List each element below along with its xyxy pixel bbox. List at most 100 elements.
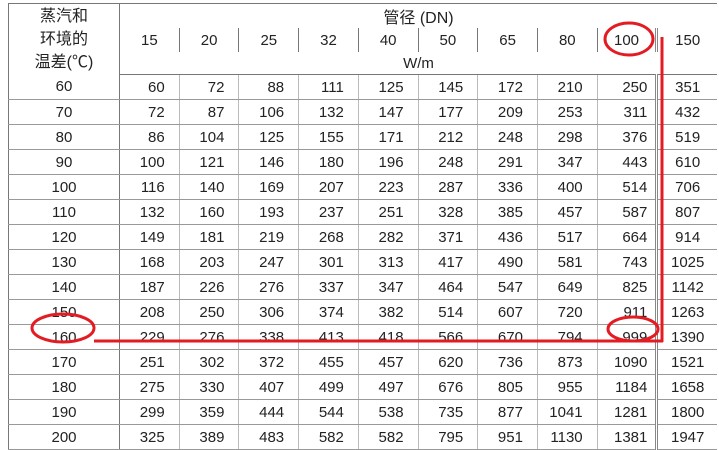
- heat-loss-value: 1800: [655, 399, 717, 425]
- heat-loss-value: 464: [417, 274, 478, 300]
- heat-loss-value: 248: [417, 149, 478, 175]
- heat-loss-value: 251: [357, 199, 419, 225]
- heat-loss-value: 582: [357, 424, 419, 450]
- heat-loss-value: 794: [536, 324, 598, 350]
- heat-loss-value: 795: [417, 424, 478, 450]
- temp-diff-cell: 200: [7, 424, 121, 450]
- heat-loss-value: 432: [655, 99, 717, 125]
- row-header-cell: 蒸汽和 环境的 温差(℃): [7, 3, 121, 75]
- heat-loss-value: 385: [477, 199, 538, 225]
- heat-loss-value: 212: [417, 124, 478, 150]
- row-header-line: 蒸汽和: [40, 7, 89, 25]
- heat-loss-value: 160: [178, 199, 239, 225]
- heat-loss-value: 736: [477, 349, 538, 375]
- temp-diff-cell: 120: [7, 224, 121, 250]
- heat-loss-value: 607: [477, 299, 538, 325]
- heat-loss-value: 376: [596, 124, 657, 150]
- heat-loss-value: 911: [596, 299, 657, 325]
- heat-loss-value: 538: [357, 399, 419, 425]
- heat-loss-value: 676: [417, 374, 478, 400]
- pipe-size-25: 25: [238, 28, 299, 52]
- heat-loss-value: 347: [536, 149, 598, 175]
- heat-loss-value: 351: [655, 74, 717, 100]
- table-row: 190 299 359 444 544 538 735 877 1041 1281 1800: [7, 399, 717, 425]
- pipe-size-15: 15: [141, 31, 158, 49]
- heat-loss-value: 226: [178, 274, 239, 300]
- pipe-size-100: 100: [596, 28, 657, 52]
- heat-loss-value: 649: [536, 274, 598, 300]
- heat-loss-value: 330: [178, 374, 239, 400]
- heat-loss-value: 125: [238, 124, 299, 150]
- heat-loss-value: 359: [178, 399, 239, 425]
- heat-loss-value: 1090: [596, 349, 657, 375]
- pipe-diameter-header: 管径 (DN): [383, 10, 454, 27]
- pipe-size-80: 80: [536, 28, 598, 52]
- heat-loss-value: 291: [477, 149, 538, 175]
- heat-loss-value: 88: [238, 74, 299, 100]
- temp-diff-cell: 180: [7, 374, 121, 400]
- heat-loss-value: 193: [238, 199, 299, 225]
- heat-loss-value: 282: [357, 224, 419, 250]
- table-row: 140 187 226 276 337 347 464 547 649 825 1142: [7, 274, 717, 300]
- heat-loss-value: 825: [596, 274, 657, 300]
- heat-loss-value: 248: [477, 124, 538, 150]
- heat-loss-value: 1130: [536, 424, 598, 450]
- heat-loss-value: 325: [119, 424, 180, 450]
- heat-loss-value: 106: [238, 99, 299, 125]
- temp-diff-cell: 80: [7, 124, 121, 150]
- heat-loss-value: 207: [298, 174, 359, 200]
- table-row: 200 325 389 483 582 582 795 951 1130 1381 1947: [7, 424, 717, 450]
- heat-loss-value: 517: [536, 224, 598, 250]
- heat-loss-value: 60: [119, 74, 180, 100]
- pipe-size-150: 150: [655, 28, 717, 52]
- table-row: 100 116 140 169 207 223 287 336 400 514 706: [7, 174, 717, 200]
- temp-diff-cell: 60: [7, 74, 121, 100]
- heat-loss-value: 268: [298, 224, 359, 250]
- heat-loss-value: 371: [417, 224, 478, 250]
- heat-loss-value: 302: [178, 349, 239, 375]
- temp-diff-cell: 70: [7, 99, 121, 125]
- heat-loss-value: 306: [238, 299, 299, 325]
- heat-loss-value: 1658: [655, 374, 717, 400]
- pipe-size-50: 50: [417, 28, 478, 52]
- heat-loss-value: 805: [477, 374, 538, 400]
- heat-loss-value: 208: [119, 299, 180, 325]
- heat-loss-value: 250: [596, 74, 657, 100]
- heat-loss-value: 125: [357, 74, 419, 100]
- heat-loss-value: 664: [596, 224, 657, 250]
- heat-loss-value: 455: [298, 349, 359, 375]
- heat-loss-value: 587: [596, 199, 657, 225]
- temp-diff-cell: 160: [7, 324, 121, 350]
- heat-loss-value: 149: [119, 224, 180, 250]
- heat-loss-value: 372: [238, 349, 299, 375]
- heat-loss-value: 311: [596, 99, 657, 125]
- heat-loss-value: 1142: [655, 274, 717, 300]
- heat-loss-value: 497: [357, 374, 419, 400]
- heat-loss-value: 407: [238, 374, 299, 400]
- heat-loss-value: 287: [417, 174, 478, 200]
- heat-loss-value: 177: [417, 99, 478, 125]
- pipe-size-40: 40: [357, 28, 419, 52]
- row-header-line: 温差(℃): [34, 53, 94, 71]
- heat-loss-value: 877: [477, 399, 538, 425]
- heat-loss-value: 347: [357, 274, 419, 300]
- heat-loss-value: 483: [238, 424, 299, 450]
- heat-loss-value: 187: [119, 274, 180, 300]
- heat-loss-value: 181: [178, 224, 239, 250]
- heat-loss-value: 121: [178, 149, 239, 175]
- heat-loss-value: 999: [596, 324, 657, 350]
- temp-diff-cell: 170: [7, 349, 121, 375]
- heat-loss-value: 313: [357, 249, 419, 275]
- heat-loss-value: 417: [417, 249, 478, 275]
- heat-loss-value: 1381: [596, 424, 657, 450]
- heat-loss-value: 276: [238, 274, 299, 300]
- heat-loss-value: 328: [417, 199, 478, 225]
- heat-loss-value: 418: [357, 324, 419, 350]
- heat-loss-value: 1184: [596, 374, 657, 400]
- heat-loss-value: 444: [238, 399, 299, 425]
- heat-loss-value: 301: [298, 249, 359, 275]
- heat-loss-value: 87: [178, 99, 239, 125]
- heat-loss-value: 873: [536, 349, 598, 375]
- heat-loss-value: 743: [596, 249, 657, 275]
- table-row: 180 275 330 407 499 497 676 805 955 1184 1658: [7, 374, 717, 400]
